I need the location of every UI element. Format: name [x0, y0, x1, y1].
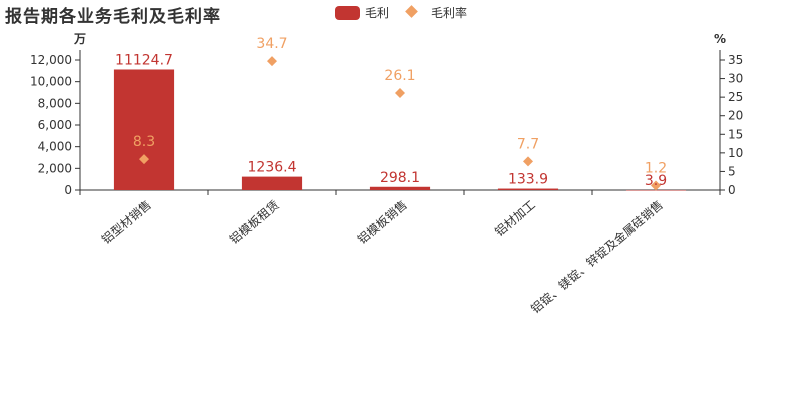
- legend-label-gross-profit: 毛利: [365, 6, 390, 20]
- y-right-tick-label: 35: [728, 53, 743, 67]
- bar: [241, 176, 303, 190]
- point-data-label: 8.3: [133, 134, 155, 150]
- bar-data-label: 133.9: [508, 172, 548, 188]
- y-right-tick-label: 10: [728, 146, 743, 160]
- y-right-tick-label: 25: [728, 90, 743, 104]
- y-right-tick-label: 30: [728, 72, 743, 86]
- y-right-tick-label: 5: [728, 164, 736, 178]
- bar: [369, 186, 431, 190]
- point: [139, 154, 149, 165]
- point-data-label: 7.7: [517, 136, 539, 152]
- bar-data-label: 298.1: [380, 170, 420, 186]
- x-tick-label: 铝材加工: [492, 197, 538, 239]
- y-left-tick-label: 12,000: [30, 53, 72, 67]
- point: [523, 156, 533, 167]
- y-right-tick-label: 20: [728, 109, 743, 123]
- point: [267, 56, 277, 67]
- bar-data-label: 3.9: [645, 173, 667, 189]
- x-tick-label: 铝模板销售: [354, 197, 410, 247]
- point: [651, 180, 661, 191]
- bar: [497, 188, 559, 190]
- y-right-tick-label: 15: [728, 127, 743, 141]
- legend-item-gross-profit[interactable]: 毛利: [335, 4, 389, 21]
- y-left-tick-label: 8,000: [38, 96, 72, 110]
- y-left-tick-label: 10,000: [30, 75, 72, 89]
- legend-item-gross-margin[interactable]: 毛利率: [401, 4, 467, 21]
- data-labels-layer: 11124.7 1236.4 298.1 133.9 3.9 8.3 34.7 26.1 7.7…: [115, 36, 667, 189]
- bar-data-label: 1236.4: [248, 160, 297, 176]
- bar-data-label: 11124.7: [115, 52, 173, 68]
- y-left-tick-label: 6,000: [38, 118, 72, 132]
- point-data-label: 1.2: [645, 161, 667, 177]
- point-data-label: 34.7: [256, 36, 287, 52]
- y-right-unit-label: %: [714, 32, 726, 46]
- bar: [625, 189, 687, 191]
- y-left-tick-label: 2,000: [38, 161, 72, 175]
- y-left-tick-label: 0: [64, 183, 72, 197]
- y-left-tick-label: 4,000: [38, 140, 72, 154]
- x-tick-label: 铝锭、镁锭、锌锭及金属硅销售: [528, 197, 666, 316]
- legend-diamond-swatch-icon: [401, 6, 426, 20]
- legend: 毛利 毛利率: [335, 4, 479, 21]
- legend-label-gross-margin: 毛利率: [431, 6, 468, 20]
- y-right-tick-label: 0: [728, 183, 736, 197]
- chart-title: 报告期各业务毛利及毛利率: [5, 7, 221, 27]
- points-layer: [139, 56, 661, 191]
- x-tick-label: 铝模板租赁: [226, 197, 282, 247]
- point: [395, 88, 405, 99]
- bar: [113, 69, 175, 190]
- bars-layer: [113, 69, 687, 191]
- x-tick-label: 铝型材销售: [98, 197, 154, 247]
- point-data-label: 26.1: [384, 68, 415, 84]
- y-left-unit-label: 万: [73, 32, 86, 46]
- legend-bar-swatch-icon: [335, 5, 360, 20]
